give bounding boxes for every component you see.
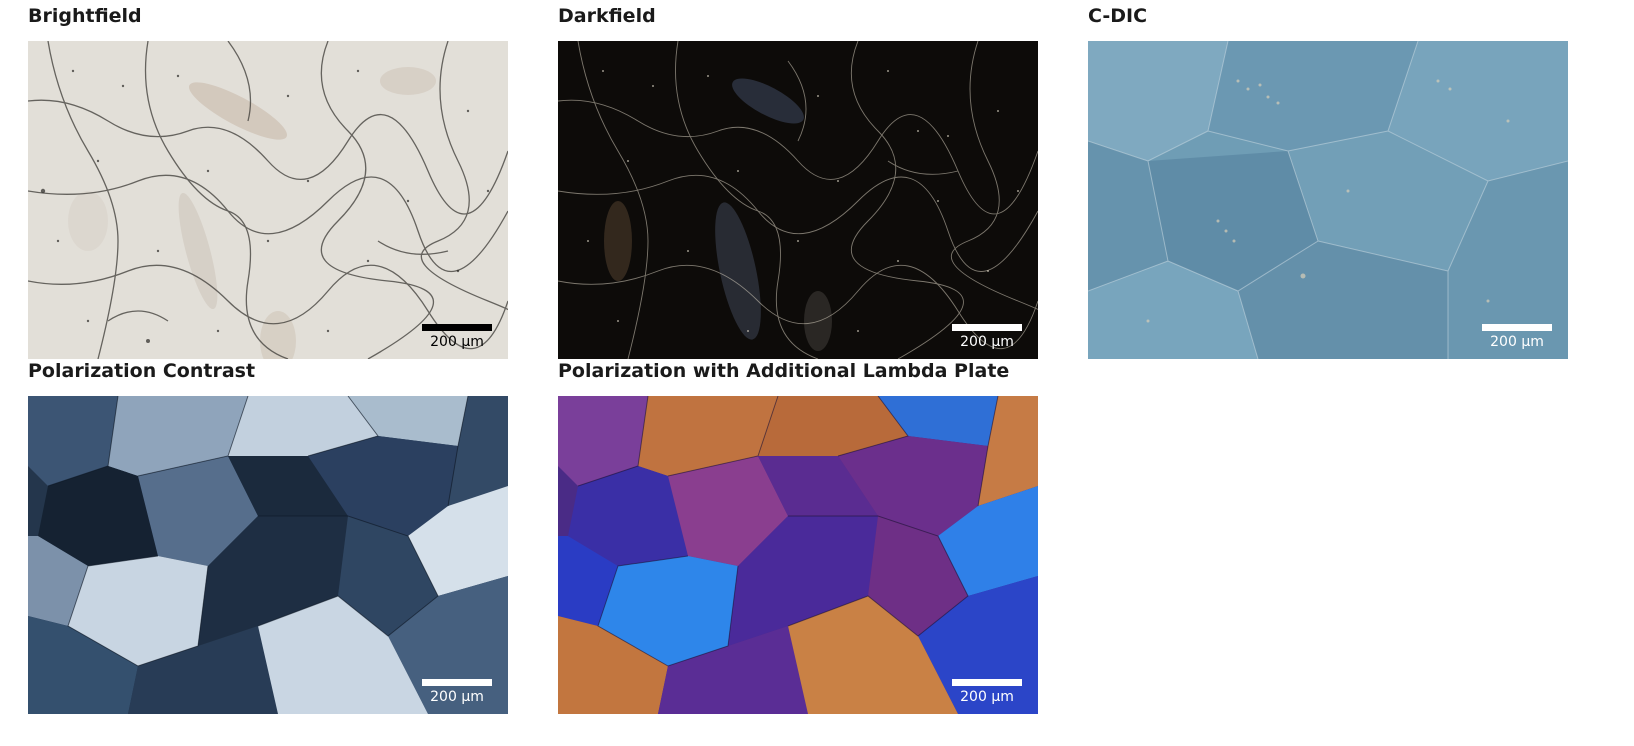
panel-title: Brightfield	[28, 5, 142, 27]
scale-bar-label: 200 µm	[960, 334, 1014, 350]
scale-bar-line	[422, 679, 492, 686]
panel-brightfield: Brightfield	[28, 3, 508, 363]
scale-bar: 200 µm	[952, 679, 1022, 706]
polarization-lambda-micrograph: 200 µm	[558, 396, 1038, 714]
panel-title: C-DIC	[1088, 5, 1148, 27]
scale-bar-label: 200 µm	[960, 689, 1014, 705]
darkfield-micrograph-image	[558, 41, 1038, 359]
scale-bar: 200 µm	[422, 679, 492, 706]
cdic-micrograph-image	[1088, 41, 1568, 359]
panel-polarization-lambda: Polarization with Additional Lambda Plat…	[558, 358, 1038, 718]
panel-title: Polarization with Additional Lambda Plat…	[558, 360, 1010, 382]
cdic-micrograph: 200 µm	[1088, 41, 1568, 359]
polarization-contrast-micrograph: 200 µm	[28, 396, 508, 714]
scale-bar-line	[952, 324, 1022, 331]
scale-bar: 200 µm	[952, 324, 1022, 351]
brightfield-micrograph: 200 µm	[28, 41, 508, 359]
panel-darkfield: Darkfield	[558, 3, 1038, 363]
brightfield-micrograph-image	[28, 41, 508, 359]
panel-polarization-contrast: Polarization Contrast	[28, 358, 508, 718]
scale-bar-label: 200 µm	[430, 334, 484, 350]
scale-bar-line	[952, 679, 1022, 686]
scale-bar: 200 µm	[1482, 324, 1552, 351]
polarization-lambda-micrograph-image	[558, 396, 1038, 714]
panel-cdic: C-DIC	[1088, 3, 1568, 363]
scale-bar: 200 µm	[422, 324, 492, 351]
panel-title: Darkfield	[558, 5, 656, 27]
panel-title: Polarization Contrast	[28, 360, 256, 382]
polarization-contrast-micrograph-image	[28, 396, 508, 714]
scale-bar-label: 200 µm	[430, 689, 484, 705]
darkfield-micrograph: 200 µm	[558, 41, 1038, 359]
scale-bar-line	[1482, 324, 1552, 331]
scale-bar-line	[422, 324, 492, 331]
scale-bar-label: 200 µm	[1490, 334, 1544, 350]
